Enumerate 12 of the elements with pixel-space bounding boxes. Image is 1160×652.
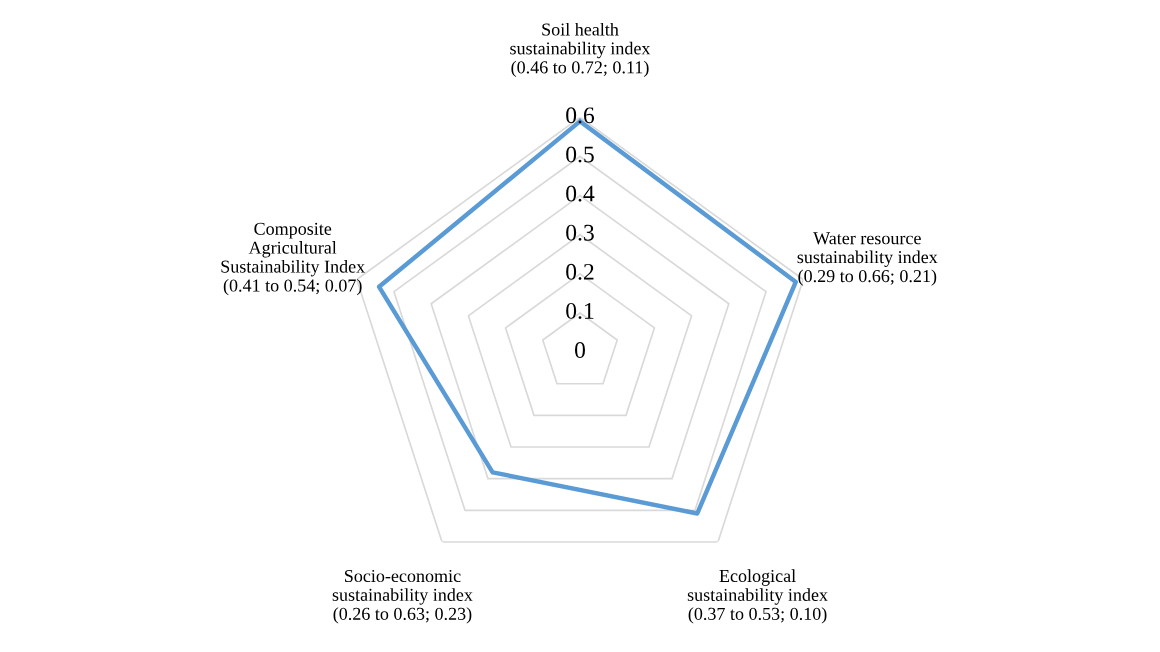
y-tick-label: 0.6 <box>566 107 595 124</box>
y-tick-label: 0 <box>575 342 585 358</box>
spoke-label: Composite Agricultural Sustainability Index (0.41 to 0.54; 0.07) <box>221 222 365 296</box>
spoke-label: Water resource sustainability index (0.29 to 0.66; 0.21) <box>797 232 938 286</box>
spoke-label: Soil health sustainability index (0.46 to 0.72; 0.11) <box>510 22 651 78</box>
spoke-label: Ecological sustainability index (0.37 to 0.53; 0.10) <box>687 569 828 624</box>
y-tick-label: 0.2 <box>566 263 594 280</box>
y-tick-label: 0.1 <box>566 302 594 319</box>
y-tick-label: 0.5 <box>566 146 594 163</box>
spoke-label: Socio-economic sustainability index (0.26 to 0.63; 0.23) <box>332 569 473 624</box>
y-tick-label: 0.4 <box>566 185 595 202</box>
y-tick-label: 0.3 <box>566 224 594 241</box>
